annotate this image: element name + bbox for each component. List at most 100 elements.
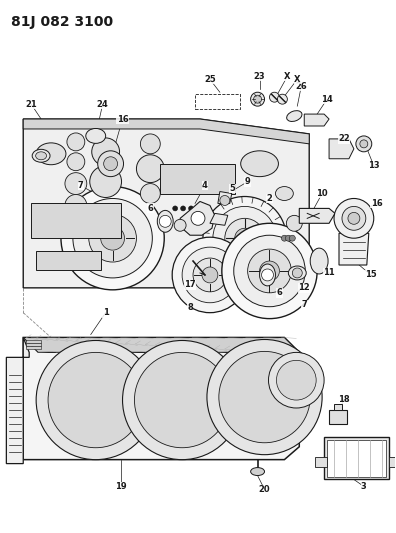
Polygon shape (23, 119, 309, 144)
Text: 18: 18 (338, 394, 350, 403)
Circle shape (89, 214, 137, 262)
Text: 6: 6 (276, 288, 282, 297)
Circle shape (334, 198, 374, 238)
Text: 24: 24 (97, 100, 109, 109)
Circle shape (191, 212, 205, 225)
Polygon shape (31, 204, 120, 238)
Circle shape (220, 196, 230, 205)
Polygon shape (327, 440, 386, 477)
Text: 10: 10 (316, 189, 328, 198)
Circle shape (135, 352, 230, 448)
Ellipse shape (36, 143, 66, 165)
Polygon shape (26, 341, 41, 343)
Ellipse shape (36, 152, 47, 160)
Text: 25: 25 (204, 75, 216, 84)
Polygon shape (388, 457, 396, 466)
Circle shape (253, 95, 261, 103)
Ellipse shape (287, 111, 302, 122)
Text: 5: 5 (230, 184, 236, 193)
Circle shape (282, 235, 287, 241)
Circle shape (261, 269, 274, 281)
Circle shape (122, 341, 242, 459)
Text: X: X (284, 72, 291, 81)
Text: 81J 082 3100: 81J 082 3100 (11, 15, 113, 29)
Circle shape (174, 220, 186, 231)
Ellipse shape (86, 128, 106, 143)
Circle shape (213, 206, 276, 270)
Text: 1: 1 (103, 308, 109, 317)
Circle shape (203, 197, 286, 280)
Ellipse shape (259, 264, 276, 286)
Text: 9: 9 (245, 177, 251, 186)
Polygon shape (26, 346, 41, 350)
Ellipse shape (251, 467, 265, 475)
Text: 11: 11 (323, 269, 335, 278)
Circle shape (92, 138, 120, 166)
Polygon shape (329, 410, 347, 424)
Ellipse shape (241, 151, 278, 176)
Ellipse shape (157, 211, 173, 232)
Polygon shape (160, 164, 235, 193)
Ellipse shape (310, 248, 328, 274)
Circle shape (65, 173, 87, 195)
Circle shape (207, 340, 322, 455)
Text: 17: 17 (184, 280, 196, 289)
Text: 16: 16 (117, 115, 128, 124)
Text: 8: 8 (187, 303, 193, 312)
Circle shape (234, 235, 305, 306)
Text: 7: 7 (78, 181, 84, 190)
Polygon shape (304, 114, 329, 126)
Polygon shape (334, 404, 342, 410)
Circle shape (219, 351, 310, 443)
Circle shape (159, 215, 171, 227)
Polygon shape (180, 201, 215, 235)
Circle shape (48, 352, 143, 448)
Circle shape (286, 215, 302, 231)
Text: 6: 6 (147, 204, 153, 213)
Text: 16: 16 (371, 199, 383, 208)
Circle shape (276, 360, 316, 400)
Text: 22: 22 (338, 134, 350, 143)
Polygon shape (339, 233, 369, 265)
Circle shape (251, 92, 265, 106)
Polygon shape (218, 191, 232, 204)
Circle shape (202, 267, 218, 283)
Circle shape (342, 206, 366, 230)
Polygon shape (210, 213, 228, 225)
Polygon shape (23, 337, 299, 459)
Circle shape (289, 235, 295, 241)
Circle shape (65, 195, 87, 216)
Circle shape (141, 183, 160, 204)
Circle shape (173, 206, 178, 211)
Text: 13: 13 (368, 161, 380, 170)
Circle shape (172, 237, 248, 313)
Circle shape (225, 219, 265, 258)
Ellipse shape (276, 187, 293, 200)
Circle shape (90, 166, 122, 198)
Text: 15: 15 (365, 270, 377, 279)
Circle shape (104, 157, 118, 171)
Polygon shape (23, 337, 299, 352)
Text: 23: 23 (254, 72, 265, 81)
Circle shape (182, 247, 238, 303)
Polygon shape (6, 337, 29, 464)
Text: 2: 2 (267, 194, 272, 203)
Text: 3: 3 (361, 482, 367, 491)
Text: 12: 12 (298, 284, 310, 292)
Circle shape (101, 227, 124, 250)
Circle shape (268, 352, 324, 408)
Polygon shape (26, 343, 41, 346)
Circle shape (270, 92, 280, 102)
Polygon shape (324, 437, 388, 480)
Circle shape (278, 94, 287, 104)
Text: 21: 21 (25, 100, 37, 109)
Text: 14: 14 (321, 95, 333, 104)
Polygon shape (329, 139, 354, 159)
Polygon shape (299, 208, 335, 223)
Text: 19: 19 (115, 482, 126, 491)
Circle shape (360, 140, 368, 148)
Text: 26: 26 (295, 82, 307, 91)
Circle shape (137, 155, 164, 183)
Ellipse shape (32, 149, 50, 162)
Circle shape (248, 249, 291, 293)
